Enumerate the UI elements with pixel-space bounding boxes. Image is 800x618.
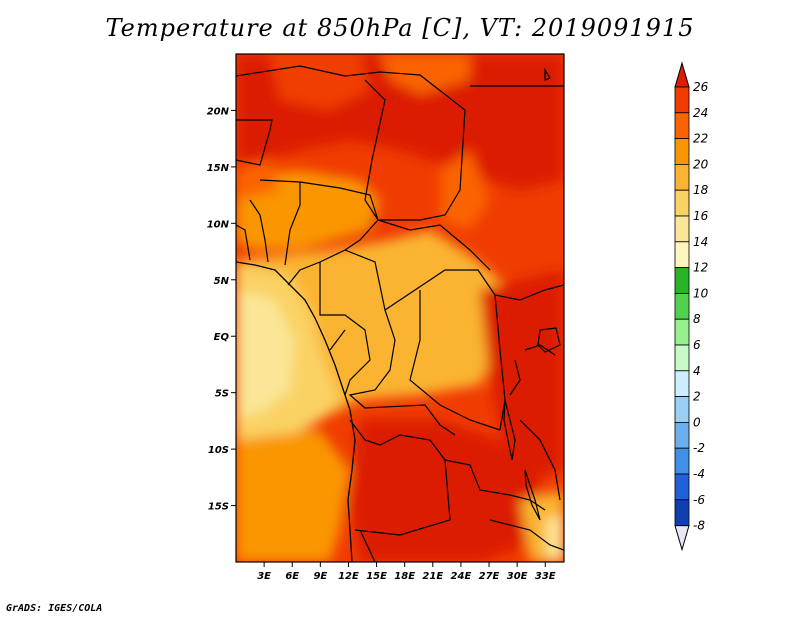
colorbar-label: 14 (693, 235, 708, 249)
lat-tick-label: 15N (207, 163, 230, 174)
lat-tick-label: 20N (207, 106, 230, 117)
colorbar-segment (674, 421, 690, 449)
colorbar-segment (674, 473, 690, 501)
colorbar-label: 2 (693, 390, 701, 404)
lat-tick-label: 15S (208, 502, 229, 513)
colorbar-segment (674, 215, 690, 243)
lon-tick-label: 27E (479, 571, 500, 582)
lat-tick-label: 10N (207, 219, 230, 230)
map-title: Temperature at 850hPa [C], VT: 201909191… (105, 14, 695, 42)
latitude-axis: 20N 15N 10N 5N EQ 5S 10S 15S (207, 106, 236, 513)
colorbar-label: 8 (693, 312, 701, 326)
colorbar-segment (674, 344, 690, 372)
colorbar-segment (674, 112, 690, 140)
lat-tick-label: 5S (215, 389, 229, 400)
lon-tick-label: 9E (313, 571, 327, 582)
colorbar-label: -2 (693, 441, 705, 455)
colorbar-label: -8 (693, 519, 705, 533)
lon-tick-label: 3E (257, 571, 271, 582)
colorbar-segment (674, 241, 690, 269)
lat-tick-label: 5N (214, 276, 230, 287)
lon-tick-label: 33E (535, 571, 556, 582)
colorbar-segment (674, 86, 690, 114)
map-frame (235, 53, 565, 563)
colorbar-segment (674, 318, 690, 346)
colorbar-segment (674, 163, 690, 191)
colorbar-label: 0 (693, 415, 701, 429)
colorbar-segment (674, 370, 690, 397)
colorbar-label: 18 (693, 183, 709, 197)
colorbar-label: 22 (693, 132, 708, 146)
colorbar-segment (674, 396, 690, 423)
colorbar-label: 26 (693, 80, 709, 94)
coastline (236, 261, 356, 562)
longitude-axis: 3E 6E 9E 12E 15E 18E 21E 24E 27E 30E 33E (257, 562, 556, 582)
colorbar-label: 16 (693, 209, 709, 223)
lon-tick-label: 21E (422, 571, 443, 582)
country-borders (236, 65, 564, 562)
colorbar-label: 12 (693, 261, 708, 275)
colorbar-label: -4 (693, 467, 705, 481)
colorbar-segment (674, 499, 690, 526)
lon-tick-label: 30E (507, 571, 528, 582)
colorbar-label: 24 (693, 106, 708, 120)
lakes (503, 67, 561, 521)
colorbar-label: 6 (693, 338, 701, 352)
temperature-field (236, 54, 564, 562)
lon-tick-label: 15E (366, 571, 387, 582)
lon-tick-label: 24E (451, 571, 472, 582)
lat-tick-label: 10S (208, 445, 229, 456)
lon-tick-label: 12E (338, 571, 359, 582)
colorbar-top-arrow (674, 61, 690, 88)
colorbar-segment (674, 267, 690, 294)
footer-credit: GrADS: IGES/COLA (6, 603, 103, 614)
lat-tick-label: EQ (214, 332, 230, 343)
lon-tick-label: 18E (394, 571, 415, 582)
colorbar-label: -6 (693, 493, 705, 507)
colorbar-label: 4 (693, 364, 701, 378)
colorbar-label: 10 (693, 286, 709, 300)
colorbar-segment (674, 292, 690, 320)
colorbar-bottom-arrow (674, 525, 690, 552)
lon-tick-label: 6E (285, 571, 299, 582)
colorbar-segment (674, 189, 690, 217)
colorbar-label: 20 (693, 157, 709, 171)
colorbar-segment (674, 447, 690, 475)
colorbar-segment (674, 138, 690, 165)
